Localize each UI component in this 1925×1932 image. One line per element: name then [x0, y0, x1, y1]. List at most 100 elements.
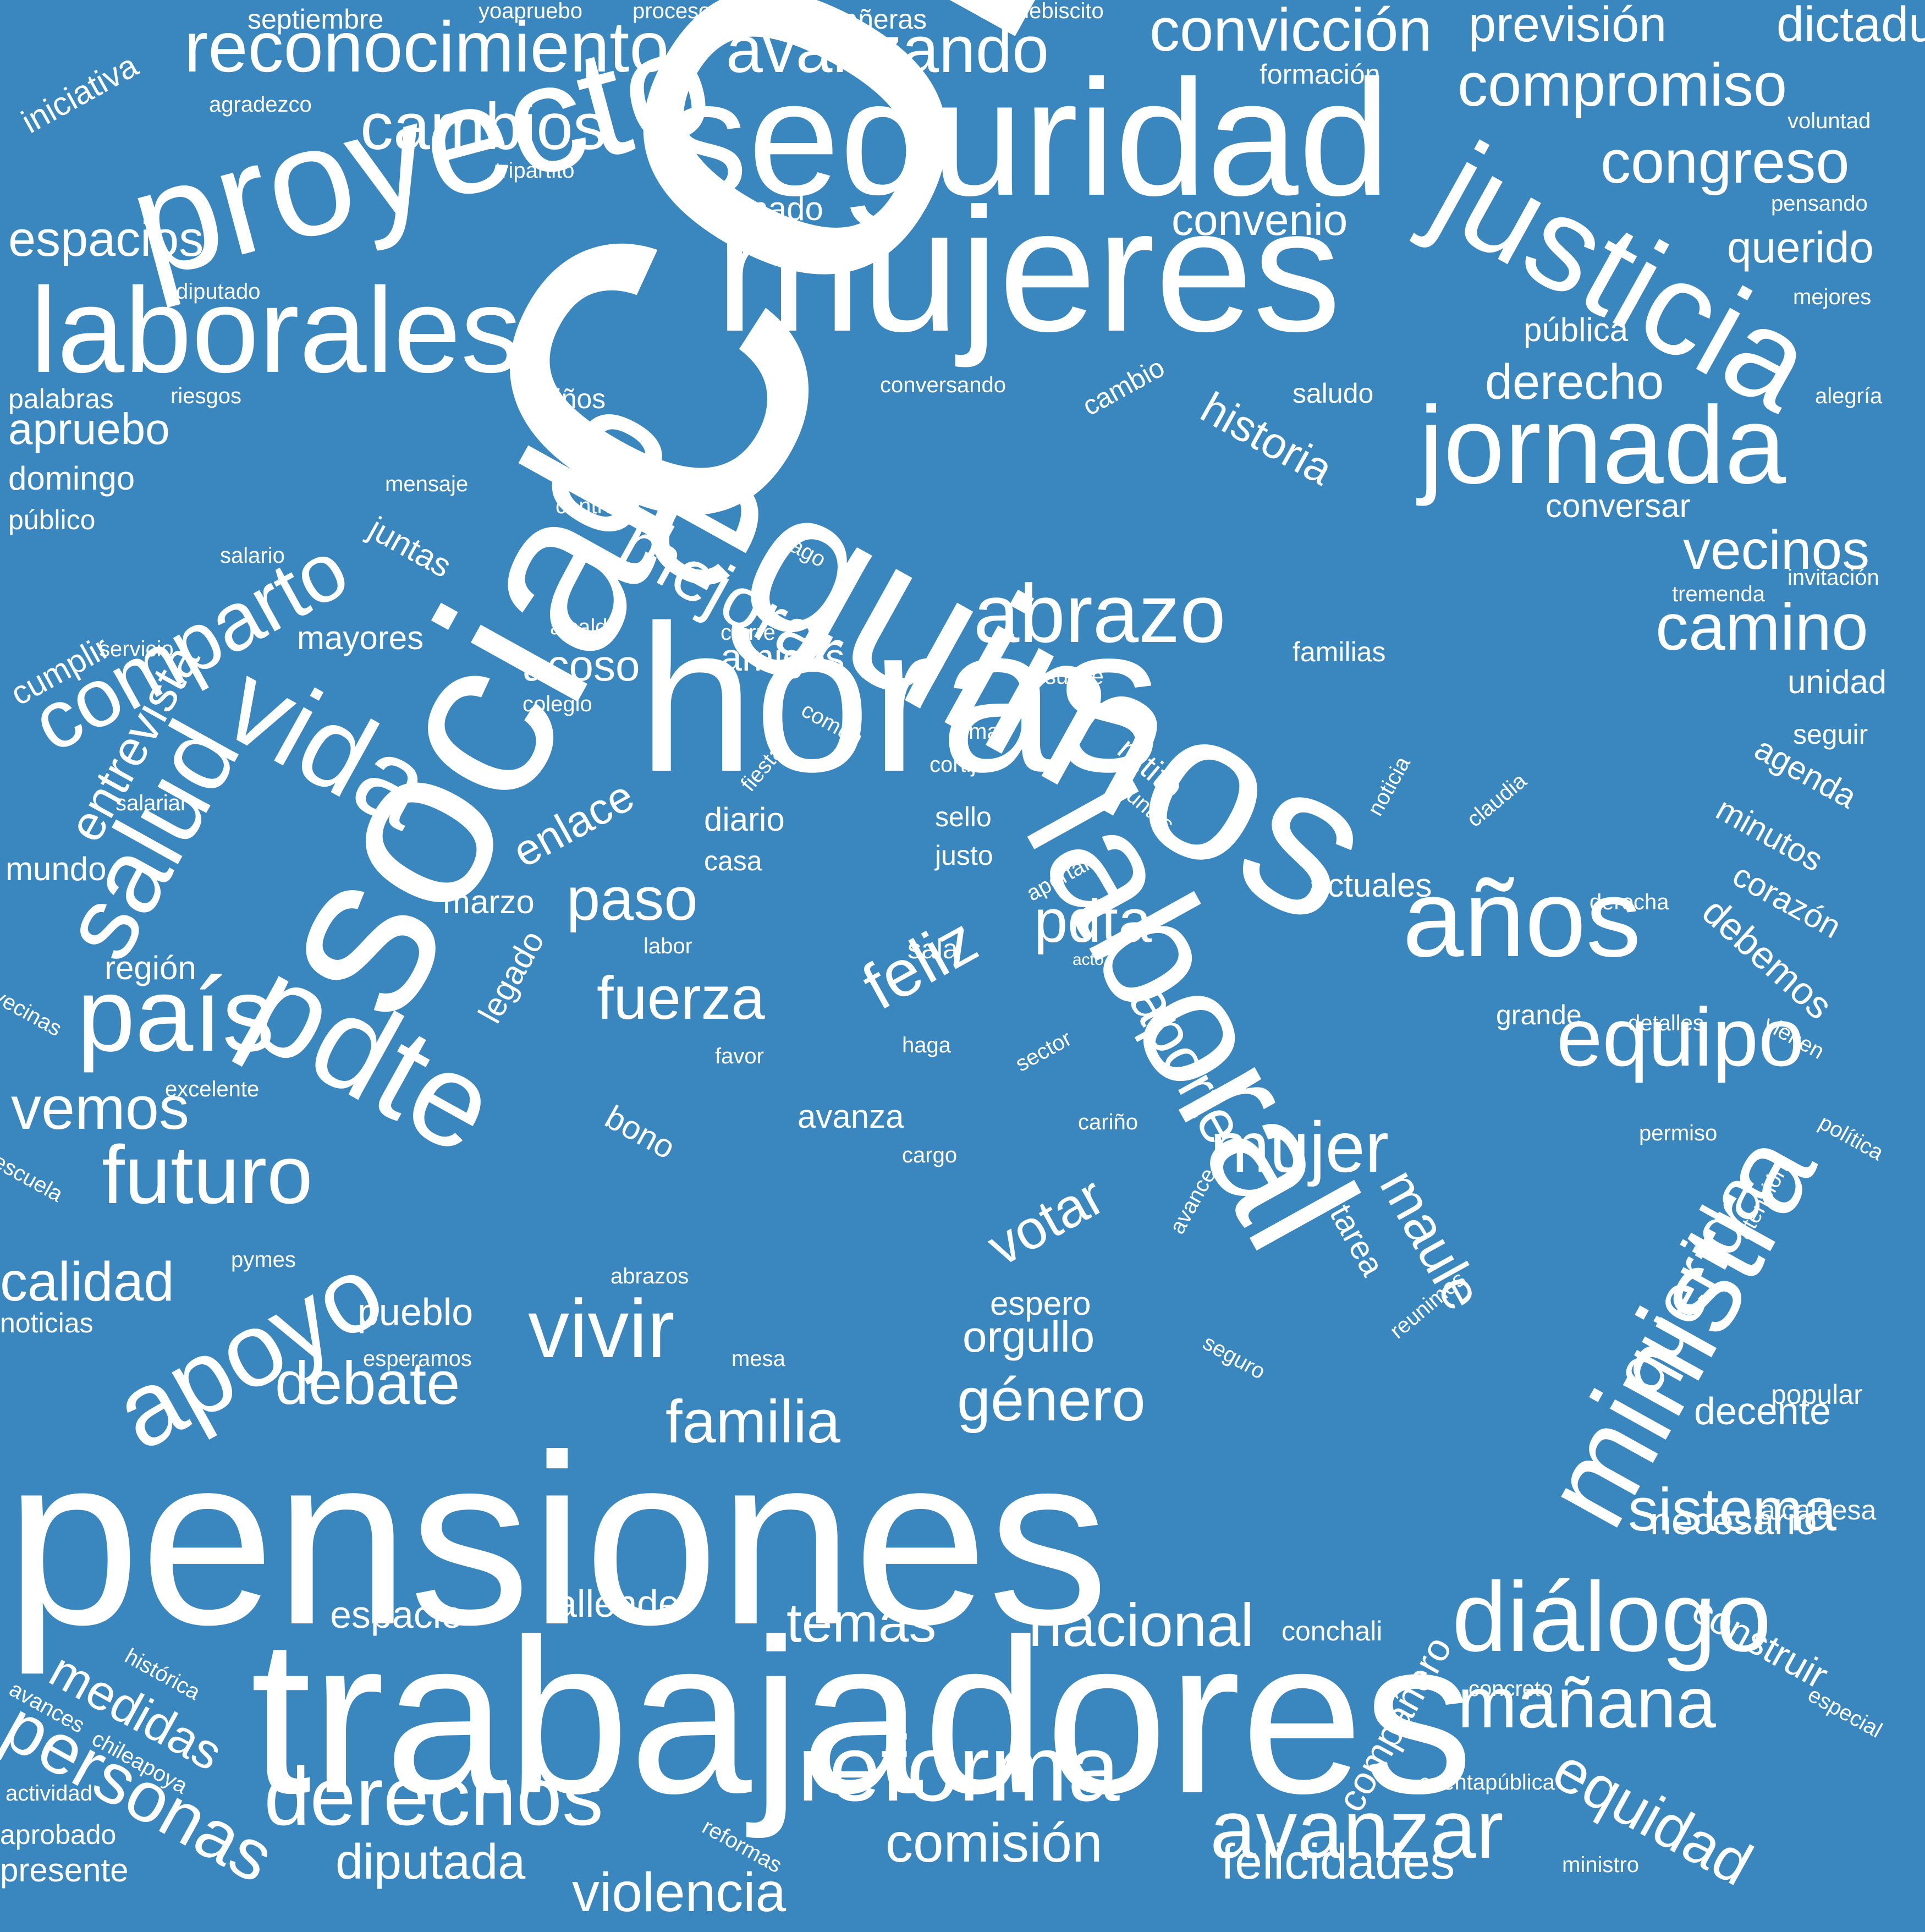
- cloud-word: familias: [1292, 636, 1386, 667]
- cloud-word: tremenda: [1672, 582, 1765, 606]
- cloud-word: reforma: [798, 1716, 1120, 1821]
- cloud-word: noticias: [0, 1308, 94, 1338]
- cloud-word: convenio: [1172, 195, 1348, 244]
- cloud-word: yoapruebo: [479, 0, 583, 23]
- cloud-word: vecinas: [0, 984, 66, 1041]
- cloud-word: paso: [566, 865, 698, 933]
- cloud-word: reconocimiento: [184, 7, 669, 87]
- cloud-word: región: [105, 949, 196, 986]
- cloud-word: formación: [1260, 59, 1380, 90]
- cloud-word: avanza: [798, 1098, 904, 1135]
- cloud-word: popular: [1771, 1379, 1863, 1410]
- cloud-word: invitación: [1788, 566, 1879, 590]
- cloud-word: pensando: [1771, 191, 1868, 216]
- cloud-word: amigos: [721, 636, 845, 679]
- cloud-word: querido: [1727, 223, 1874, 272]
- cloud-word: espacio: [330, 1593, 463, 1636]
- cloud-word: fuerza: [597, 964, 765, 1032]
- cloud-word: especial: [1803, 1682, 1887, 1743]
- cloud-word: esperamos: [363, 1347, 472, 1371]
- cloud-word: violencia: [572, 1862, 787, 1923]
- cloud-word: pensiones: [6, 1405, 1109, 1675]
- cloud-word: haga: [902, 1033, 951, 1057]
- cloud-word: casa: [704, 846, 762, 876]
- cloud-word: derecho: [1485, 355, 1664, 410]
- cloud-word: orgullo: [963, 1312, 1095, 1361]
- cloud-word: apruebo: [8, 404, 170, 453]
- cloud-word: salarial: [116, 791, 185, 815]
- cloud-word: equipo: [1557, 991, 1805, 1083]
- cloud-word: derechos: [264, 1750, 604, 1842]
- cloud-word: política: [1814, 1110, 1888, 1166]
- cloud-word: alcalde: [550, 615, 620, 639]
- cloud-word: aprobado: [0, 1819, 117, 1850]
- cloud-word: comisión: [886, 1812, 1103, 1874]
- cloud-word: tripartito: [495, 158, 575, 183]
- cloud-word: bono: [599, 1098, 681, 1166]
- cloud-word: país: [77, 957, 275, 1073]
- cloud-word: acoso: [522, 641, 640, 690]
- cloud-word: unidad: [1788, 663, 1887, 700]
- cloud-word: grande: [1496, 1000, 1582, 1030]
- cloud-word: cierre: [721, 621, 776, 645]
- cloud-word: servicio: [99, 637, 174, 661]
- cloud-word: congreso: [1601, 128, 1850, 196]
- cloud-word: pdta: [1034, 887, 1152, 955]
- cloud-word: necesario: [1650, 1500, 1817, 1543]
- cloud-word: vecinos: [1683, 519, 1870, 581]
- cloud-word: centro: [556, 494, 617, 518]
- cloud-word: derecha: [1590, 890, 1669, 914]
- cloud-word: favor: [715, 1044, 764, 1068]
- cloud-word: alma: [952, 720, 999, 744]
- cloud-word: dictadura: [1777, 0, 1925, 52]
- cloud-word: felicidades: [1221, 1835, 1455, 1890]
- cloud-word: abrazos: [610, 1264, 689, 1288]
- cloud-word: plebiscito: [1012, 0, 1104, 23]
- cloud-word: mujer: [1210, 1107, 1389, 1187]
- cloud-word: abrazo: [974, 567, 1226, 660]
- cloud-word: subse: [1045, 665, 1104, 689]
- cloud-word: espacios: [8, 212, 204, 267]
- cloud-word: pymes: [231, 1248, 296, 1272]
- cloud-word: claudia: [1462, 768, 1532, 832]
- cloud-word: mayores: [297, 619, 424, 656]
- cloud-word: diálogo: [1452, 1562, 1772, 1672]
- cloud-word: laborales: [30, 262, 521, 398]
- cloud-word: cuentapública: [1419, 1770, 1555, 1794]
- cloud-word: saludo: [1292, 378, 1374, 409]
- cloud-word: septiembre: [248, 4, 384, 35]
- cloud-word: agradezco: [209, 92, 312, 117]
- cloud-word: temas: [787, 1592, 937, 1654]
- cloud-word: años: [1402, 857, 1641, 980]
- cloud-word: avanzar: [1210, 1783, 1504, 1875]
- cloud-word: espero: [990, 1285, 1091, 1322]
- cloud-word: alegría: [1815, 384, 1883, 408]
- cloud-word: sistema: [1628, 1476, 1836, 1544]
- cloud-word: riesgos: [170, 384, 241, 408]
- cloud-word: marzo: [443, 883, 535, 920]
- cloud-word: mundo: [6, 850, 107, 887]
- cloud-word: mesa: [732, 1347, 785, 1371]
- cloud-word: familia: [666, 1388, 840, 1456]
- cloud-word: acto: [1072, 951, 1104, 969]
- cloud-word: ministro: [1562, 1853, 1640, 1877]
- cloud-word: votar: [977, 1164, 1114, 1278]
- cloud-word: voluntad: [1788, 109, 1871, 133]
- cloud-word: excelente: [165, 1077, 260, 1101]
- cloud-word: cargo: [902, 1143, 958, 1167]
- cloud-word: decente: [1694, 1390, 1832, 1432]
- cloud-word: actuales: [1309, 867, 1432, 904]
- cloud-word: pueblo: [358, 1291, 474, 1333]
- cloud-word: mañana: [1458, 1662, 1716, 1743]
- cloud-word: debate: [275, 1349, 460, 1417]
- cloud-word: horas: [638, 581, 1161, 815]
- cloud-word: camino: [1656, 590, 1868, 664]
- cloud-word: labor: [644, 934, 692, 958]
- cloud-word: conversando: [880, 373, 1007, 397]
- cloud-word: actividad: [6, 1781, 92, 1805]
- cloud-word: minutos: [1710, 790, 1829, 879]
- cloud-word: cariños: [517, 383, 606, 414]
- cloud-word: concreto: [1469, 1677, 1553, 1701]
- cloud-word: salario: [220, 544, 285, 568]
